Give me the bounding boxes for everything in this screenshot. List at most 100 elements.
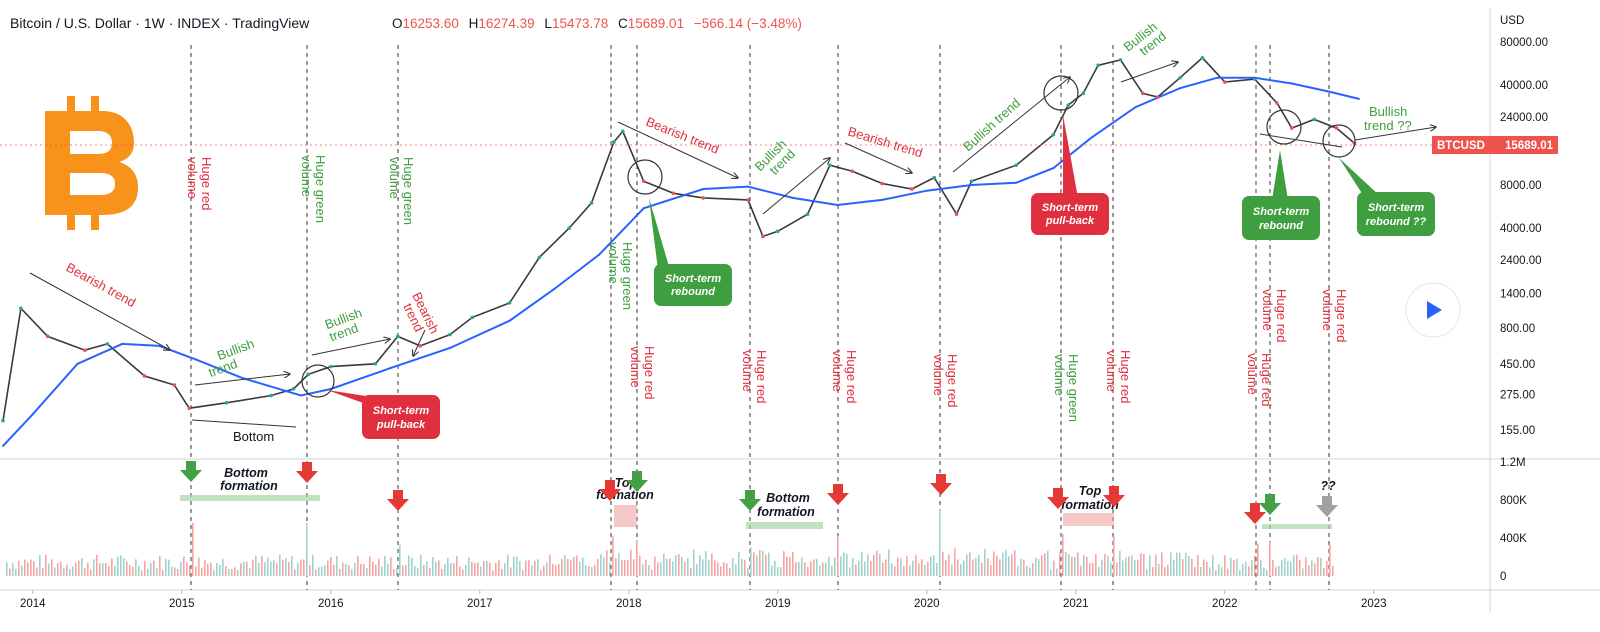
volume-bar (753, 552, 755, 576)
volume-axis[interactable]: 0 400K 800K 1.2M (1500, 457, 1527, 583)
volume-bar (531, 565, 533, 576)
volume-bar (1134, 560, 1136, 576)
volume-bar (834, 557, 836, 576)
play-button[interactable] (1405, 282, 1461, 338)
ma-point (836, 204, 839, 207)
high-value: 16274.39 (478, 16, 534, 31)
volume-bar (900, 558, 902, 576)
volume-bar (1143, 554, 1145, 576)
price-tick-label: 800.00 (1500, 323, 1535, 335)
volume-note: Huge redvolume (1320, 289, 1349, 342)
volume-bar (585, 565, 587, 576)
volume-bar (678, 554, 680, 576)
volume-bar (576, 555, 578, 576)
volume-bar (105, 563, 107, 576)
volume-bar (252, 559, 254, 576)
volume-bar (378, 558, 380, 576)
volume-bar (981, 562, 983, 576)
volume-bar (351, 569, 353, 576)
price-tick-label: 450.00 (1500, 359, 1535, 371)
top-band (614, 505, 637, 527)
volume-bar (786, 556, 788, 576)
volume-bar (783, 551, 785, 576)
volume-bar (816, 558, 818, 576)
callout-text: pull-back (376, 419, 426, 431)
volume-bar (1188, 555, 1190, 576)
volume-bar (954, 548, 956, 576)
volume-bar (90, 569, 92, 576)
volume-bar (741, 558, 743, 576)
change-value: −566.14 (−3.48%) (694, 16, 802, 31)
volume-bar (960, 564, 962, 576)
volume-bar (762, 550, 764, 576)
volume-bar (612, 536, 614, 576)
volume-bar (15, 569, 17, 576)
volume-bar (1281, 559, 1283, 576)
volume-note-line: Huge red (199, 157, 214, 210)
volume-bar (573, 557, 575, 576)
volume-bar (1011, 554, 1013, 576)
volume-bar (666, 558, 668, 576)
volume-bar (1110, 562, 1112, 576)
play-icon[interactable] (1427, 301, 1442, 319)
volume-bar (1197, 555, 1199, 576)
volume-bar (27, 562, 29, 576)
volume-bar (441, 568, 443, 576)
volume-bar (597, 558, 599, 576)
volume-bar (1044, 553, 1046, 576)
volume-bar (582, 557, 584, 576)
volume-bar (201, 567, 203, 576)
volume-bar (1314, 563, 1316, 576)
volume-bar (927, 561, 929, 576)
volume-bar (1272, 559, 1274, 576)
currency-label: USD (1500, 15, 1524, 27)
ma-point (31, 413, 34, 416)
ma-point (195, 358, 198, 361)
price-tick-label: 1400.00 (1500, 288, 1542, 300)
volume-note-line: Huge red (1334, 289, 1349, 342)
time-axis[interactable]: 2014 2015 2016 2017 2018 2019 2020 2021 2022 2023 (20, 590, 1387, 610)
highlight-circle (627, 159, 663, 195)
volume-bar (1218, 564, 1220, 576)
price-point (880, 181, 884, 186)
volume-bar (555, 565, 557, 576)
formation-label: Bottom (766, 491, 810, 505)
volume-bar (462, 569, 464, 576)
volume-bar (153, 560, 155, 576)
trend-line (762, 158, 830, 215)
price-point (954, 212, 959, 217)
volume-bar (1020, 558, 1022, 576)
volume-arrows (180, 461, 1338, 524)
callout-pointer (327, 390, 366, 404)
ma-point (553, 288, 556, 291)
volume-bar (1035, 557, 1037, 576)
price-tick-label: 155.00 (1500, 425, 1535, 437)
volume-bar (738, 551, 740, 576)
volume-bar (522, 569, 524, 576)
volume-bar (1122, 560, 1124, 576)
volume-bar (756, 555, 758, 576)
volume-bar (873, 554, 875, 576)
volume-bar (417, 568, 419, 576)
price-point (19, 306, 23, 311)
volume-bar (516, 556, 518, 576)
volume-bar (465, 564, 467, 576)
volume-bar (87, 563, 89, 576)
volume-bar (948, 554, 950, 576)
volume-bar (1008, 556, 1010, 576)
price-point (641, 179, 646, 184)
low-value: 15473.78 (552, 16, 608, 31)
volume-bars (6, 509, 1334, 576)
volume-note: Huge greenvolume (1052, 354, 1081, 422)
price-axis[interactable]: 155.00 275.00 450.00 800.00 1400.00 2400.00 40… (1500, 37, 1548, 437)
trend-line (194, 374, 290, 386)
volume-bar (510, 567, 512, 576)
volume-bar (255, 555, 257, 576)
price-tick-label: 24000.00 (1500, 112, 1548, 124)
volume-bar (276, 563, 278, 576)
time-tick-label: 2018 (616, 598, 642, 610)
volume-bar (408, 555, 410, 576)
volume-bar (1251, 559, 1253, 576)
trend-label-line: Bullish (215, 336, 256, 363)
volume-bar (402, 565, 404, 576)
